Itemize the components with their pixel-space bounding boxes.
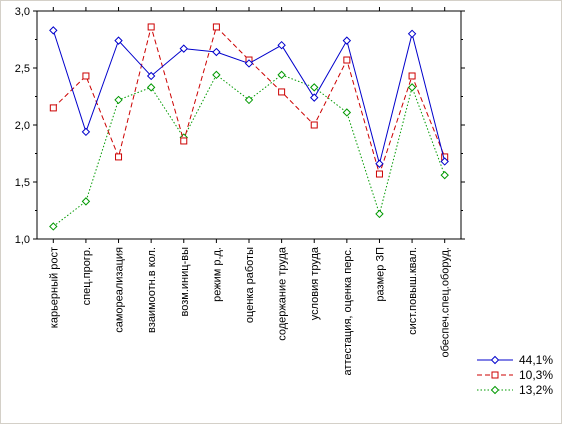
x-tick-label: оценка работы	[244, 247, 256, 323]
y-tick-label: 2,0	[15, 120, 30, 132]
data-point	[115, 153, 123, 161]
y-tick-label: 1,0	[15, 234, 30, 246]
data-point	[114, 95, 123, 105]
data-point	[114, 36, 123, 45]
plot-frame	[36, 10, 462, 240]
data-point	[180, 137, 188, 145]
legend-label: 10,3%	[519, 368, 553, 382]
data-point	[49, 104, 57, 112]
x-tick-label: обеспеч.спец.оборуд.	[440, 247, 452, 357]
data-point	[49, 222, 58, 231]
data-point	[49, 26, 58, 35]
data-point	[342, 36, 352, 45]
data-point	[440, 157, 449, 166]
legend-label: 44,1%	[519, 353, 553, 367]
x-tick-label: карьерный рост	[48, 247, 60, 328]
legend-marker	[490, 355, 500, 365]
data-point	[146, 71, 156, 81]
series-44,1%	[49, 26, 449, 168]
series-13,2%	[49, 70, 449, 231]
x-tick-label: аттестация, оценка перс.	[342, 247, 354, 375]
data-point	[244, 59, 254, 68]
data-point	[277, 40, 286, 50]
data-point	[278, 88, 286, 96]
x-tick-label: спец.прогр.	[81, 247, 93, 305]
data-point	[212, 47, 221, 57]
data-point	[375, 170, 383, 178]
data-point	[81, 127, 91, 137]
x-tick-label: возм.иниц-вы	[179, 247, 191, 317]
data-point	[440, 170, 449, 180]
data-point	[407, 83, 417, 92]
data-point	[375, 159, 384, 168]
data-point	[310, 121, 318, 129]
data-point	[212, 70, 221, 80]
data-point	[147, 23, 155, 31]
x-tick-label: условия труда	[309, 246, 321, 320]
data-point	[407, 29, 417, 39]
x-tick-label: самореализация	[114, 247, 126, 333]
data-point	[179, 44, 188, 53]
data-point	[408, 72, 416, 80]
x-tick-label: взаимоотн.в кол.	[146, 247, 158, 333]
y-tick-label: 1,5	[15, 177, 30, 189]
data-point	[342, 108, 352, 117]
data-point	[244, 95, 254, 105]
x-tick-label: сист.повыш.квал.	[407, 247, 419, 335]
x-tick-label: режим р.д.	[211, 247, 223, 302]
data-point	[310, 83, 319, 92]
data-point	[343, 56, 351, 64]
y-tick-label: 3,0	[15, 6, 30, 18]
data-point	[277, 70, 286, 80]
data-point	[375, 209, 384, 219]
y-tick-label: 2,5	[15, 63, 30, 75]
data-point	[81, 197, 91, 206]
x-tick-label: содержание труда	[277, 246, 289, 341]
legend-marker	[491, 371, 499, 379]
data-point	[212, 23, 220, 31]
legend-entry: 44,1%	[477, 353, 553, 367]
data-point	[82, 72, 90, 80]
legend-entry: 13,2%	[477, 383, 553, 397]
legend-marker	[490, 385, 500, 395]
x-tick-label: размер ЗП	[374, 247, 386, 302]
data-point	[310, 93, 319, 102]
legend-entry: 10,3%	[477, 368, 553, 382]
data-point	[146, 83, 156, 92]
legend-label: 13,2%	[519, 383, 553, 397]
